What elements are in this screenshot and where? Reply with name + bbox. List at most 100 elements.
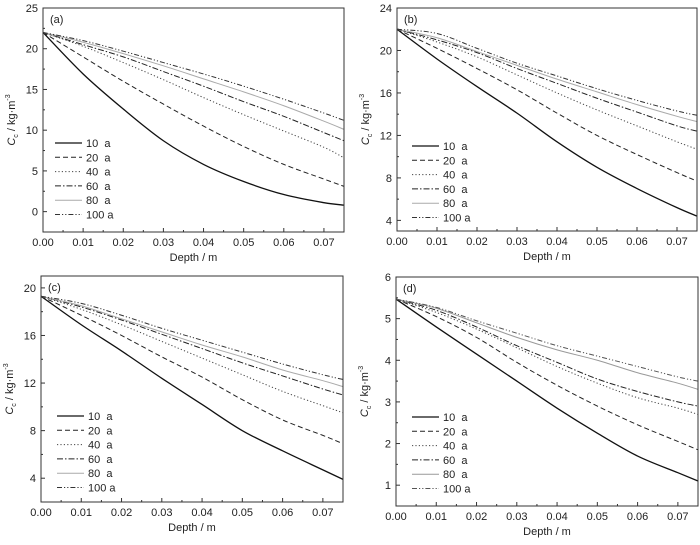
legend-label: 100 a [86, 210, 114, 222]
y-tick-label: 10 [26, 125, 38, 137]
legend-label: 10 a [443, 141, 468, 153]
x-tick-label: 0.00 [30, 507, 51, 519]
panel-label: (a) [50, 14, 63, 26]
y-tick-label: 1 [385, 480, 391, 492]
x-tick-label: 0.05 [233, 237, 254, 249]
y-tick-label: 16 [380, 88, 392, 100]
legend-label: 10 a [443, 412, 468, 424]
x-axis-label: Depth / m [170, 252, 218, 264]
x-tick-label: 0.03 [506, 236, 527, 248]
x-tick-label: 0.06 [626, 236, 647, 248]
x-tick-label: 0.00 [386, 236, 407, 248]
y-label-unit: / kg·m [360, 100, 372, 134]
y-label-symbol: C [359, 409, 371, 417]
x-tick-label: 0.04 [191, 507, 212, 519]
series-line-0 [395, 298, 699, 482]
legend-label: 40 a [86, 167, 111, 179]
x-tick-label: 0.07 [312, 507, 333, 519]
y-tick-label: 20 [380, 45, 392, 57]
y-label-subscript: c [11, 403, 18, 407]
legend-label: 60 a [443, 455, 468, 467]
y-tick-label: 12 [380, 130, 392, 142]
series-line-4 [395, 298, 699, 390]
y-label-symbol: C [4, 407, 16, 415]
y-label-subscript: c [367, 133, 374, 137]
x-tick-label: 0.06 [272, 507, 293, 519]
legend: 10 a 20 a 40 a 60 a 80 a 100 a [57, 411, 116, 495]
x-tick-label: 0.00 [32, 237, 53, 249]
series-line-2 [40, 295, 344, 414]
y-tick-label: 12 [24, 378, 36, 390]
series-line-1 [42, 32, 345, 187]
y-tick-label: 20 [26, 44, 38, 56]
y-label-symbol: C [6, 138, 18, 146]
y-axis-label: Cc / kg·m-3 [3, 363, 18, 414]
y-label-unit: / kg·m [359, 372, 371, 406]
series-line-1 [395, 298, 699, 451]
x-axis-label: Depth / m [168, 522, 216, 534]
x-tick-label: 0.02 [466, 236, 487, 248]
x-axis-label: Depth / m [523, 251, 571, 263]
y-label-superscript: -3 [5, 94, 12, 100]
y-tick-label: 25 [26, 3, 38, 15]
y-tick-label: 20 [24, 283, 36, 295]
legend-label: 20 a [88, 425, 113, 437]
plot-frame [42, 7, 345, 233]
series-line-5 [40, 295, 344, 380]
y-tick-label: 16 [24, 330, 36, 342]
y-tick-label: 8 [30, 426, 36, 438]
x-tick-label: 0.00 [385, 511, 406, 523]
legend-label: 40 a [443, 170, 468, 182]
x-tick-label: 0.03 [506, 511, 527, 523]
plot-frame [395, 276, 699, 507]
series-line-5 [396, 28, 698, 116]
chart-panel-a: 0.00 0.01 0.02 0.03 0.04 0.05 0.06 0.07 0 5 10 15 20… [5, 3, 345, 264]
y-axis-label: Cc / kg·m-3 [5, 94, 20, 145]
chart-panel-d: 0.00 0.01 0.02 0.03 0.04 0.05 0.06 0.07 1 2 3 4 5 6 De… [358, 272, 699, 538]
series-line-2 [395, 298, 699, 415]
series-line-5 [395, 298, 699, 382]
x-tick-label: 0.03 [153, 237, 174, 249]
series-line-4 [42, 31, 345, 130]
y-tick-label: 24 [380, 3, 392, 15]
plot-frame [396, 7, 698, 232]
y-tick-label: 4 [30, 473, 36, 485]
x-tick-label: 0.02 [111, 507, 132, 519]
legend-label: 60 a [443, 184, 468, 196]
series-line-0 [40, 295, 344, 480]
plot-frame [40, 275, 344, 503]
legend-label: 20 a [443, 426, 468, 438]
y-tick-label: 5 [32, 166, 38, 178]
x-tick-label: 0.05 [587, 511, 608, 523]
series-line-2 [396, 28, 698, 150]
legend-label: 40 a [443, 441, 468, 453]
y-tick-label: 4 [386, 215, 392, 227]
series-line-4 [396, 28, 698, 123]
legend-label: 80 a [443, 469, 468, 481]
x-tick-label: 0.01 [72, 237, 93, 249]
x-tick-label: 0.01 [426, 236, 447, 248]
legend-label: 100 a [88, 483, 116, 495]
chart-panel-b: 0.00 0.01 0.02 0.03 0.04 0.05 0.06 0.07 4 8 12 16 20… [359, 3, 698, 263]
legend-label: 80 a [443, 198, 468, 210]
x-tick-label: 0.04 [546, 236, 567, 248]
y-tick-label: 0 [32, 207, 38, 219]
x-tick-label: 0.06 [627, 511, 648, 523]
x-tick-label: 0.03 [151, 507, 172, 519]
y-label-subscript: c [13, 134, 20, 138]
series-line-4 [40, 295, 344, 388]
x-tick-label: 0.07 [667, 511, 688, 523]
x-tick-label: 0.05 [586, 236, 607, 248]
y-label-superscript: -3 [359, 94, 366, 100]
legend-label: 80 a [86, 195, 111, 207]
series-line-3 [396, 28, 698, 132]
x-tick-label: 0.02 [466, 511, 487, 523]
y-tick-label: 15 [26, 84, 38, 96]
series-line-3 [395, 298, 699, 407]
legend-label: 80 a [88, 468, 113, 480]
x-tick-label: 0.07 [666, 236, 687, 248]
y-label-superscript: -3 [3, 363, 10, 369]
y-label-superscript: -3 [358, 366, 365, 372]
legend-label: 20 a [443, 155, 468, 167]
y-tick-label: 3 [385, 397, 391, 409]
